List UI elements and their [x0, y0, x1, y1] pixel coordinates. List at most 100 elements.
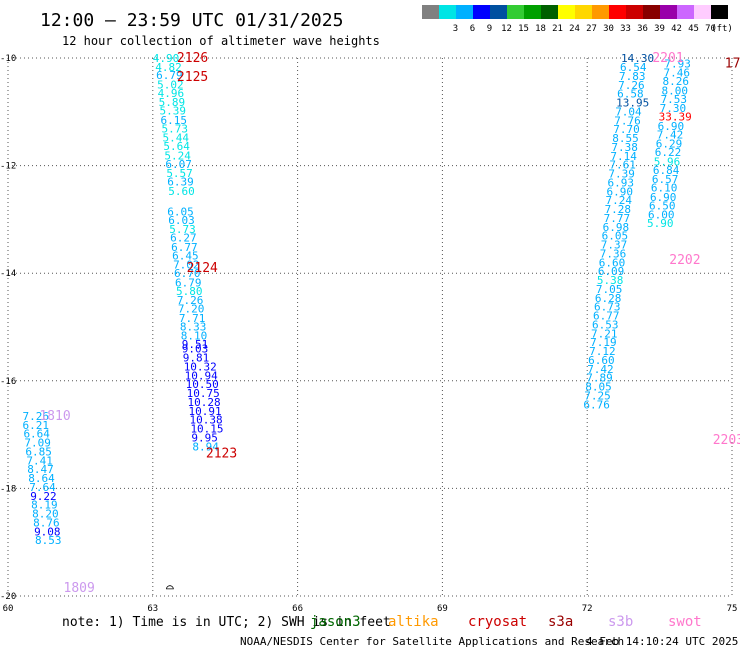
swh-reading: 7.21 [591, 327, 618, 340]
satellite-name: s3a [548, 614, 573, 630]
swh-reading: 5.96 [654, 155, 681, 168]
pass-label: 17 [725, 56, 740, 71]
gridlines [7, 57, 733, 597]
chart-title: 12:00 — 23:59 UTC 01/31/2025 [40, 10, 343, 31]
legend-tick-label: 6 [470, 24, 475, 34]
swh-reading: 7.09 [24, 437, 51, 450]
legend-unit: (ft) [711, 24, 733, 34]
swh-reading: 7.36 [600, 247, 627, 260]
swh-reading: 5.64 [163, 140, 190, 153]
swh-reading: 5.44 [162, 132, 189, 145]
swh-reading: 9.51 [182, 338, 209, 351]
swh-reading: 10.15 [190, 423, 223, 436]
pass-label: 1810 [39, 409, 70, 424]
swh-reading: 10.32 [184, 360, 217, 373]
swh-reading: 10.75 [187, 387, 220, 400]
swh-reading: 6.07 [165, 158, 192, 171]
satellite-name: swot [668, 614, 702, 630]
legend-tick-label: 39 [654, 24, 665, 34]
swh-reading: 6.21 [22, 419, 49, 432]
swh-reading: 6.00 [648, 209, 675, 222]
swh-reading: 7.26 [618, 79, 645, 92]
swh-reading: 6.50 [649, 199, 676, 212]
pass-label: 2125 [177, 70, 208, 85]
swh-reading: 7.39 [608, 168, 635, 181]
swh-reading: 5.73 [169, 223, 196, 236]
swh-reading: 7.38 [611, 141, 638, 154]
pass-label: 2203 [713, 433, 740, 448]
satellite-name: s3b [608, 614, 633, 630]
swh-reading: 6.03 [168, 214, 195, 227]
legend-tick-label: 45 [688, 24, 699, 34]
pass-label: 1809 [64, 581, 95, 596]
swh-reading: 8.64 [28, 472, 55, 485]
legend-swatch [660, 5, 677, 19]
legend-swatch [507, 5, 524, 19]
legend-swatch [609, 5, 626, 19]
swh-reading: 5.38 [597, 274, 624, 287]
swh-reading: 5.89 [159, 96, 186, 109]
swh-reading: 6.39 [167, 176, 194, 189]
pass-label: 2202 [669, 253, 700, 268]
swh-reading: 6.70 [174, 267, 201, 280]
swh-reading: 7.89 [586, 372, 613, 385]
legend-swatch [575, 5, 592, 19]
swh-reading: 7.26 [22, 410, 49, 423]
swh-reading: 6.28 [595, 292, 622, 305]
legend-tick-label: 24 [569, 24, 580, 34]
swh-reading: 6.73 [594, 301, 621, 314]
swh-reading: 9.03 [182, 343, 209, 356]
x-tick-label: 72 [582, 604, 593, 614]
swh-reading: 14.30 [621, 52, 654, 65]
x-tick-label: 75 [727, 604, 738, 614]
legend-swatch [422, 5, 439, 19]
swh-reading: 7.71 [179, 312, 206, 325]
pass-label: 2123 [206, 446, 237, 461]
swh-reading: 13.95 [616, 97, 649, 110]
satellite-legend: jason3 altika cryosat s3a s3b swot [310, 614, 702, 630]
swh-reading: 9.95 [191, 431, 218, 444]
swh-reading: 6.53 [592, 318, 619, 331]
satellite-name: altika [388, 614, 439, 630]
y-tick-label: -16 [0, 377, 16, 387]
swh-reading: 7.19 [590, 336, 617, 349]
x-tick-label: 60 [3, 604, 14, 614]
legend-swatch [490, 5, 507, 19]
legend-tick-label: 70 [705, 24, 716, 34]
swh-reading: 7.26 [177, 294, 204, 307]
swh-reading: 7.25 [584, 389, 611, 402]
swh-reading: 6.57 [652, 173, 679, 186]
swh-reading: 6.64 [23, 428, 50, 441]
swh-reading: 7.77 [604, 212, 631, 225]
legend-tick-label: 21 [552, 24, 563, 34]
swh-reading: 7.53 [661, 93, 688, 106]
swh-reading: 4.90 [153, 52, 180, 65]
legend-tick-label: 18 [535, 24, 546, 34]
axis-tick-labels: 60 63 66 69 72 75 -10 -12 -14 -16 -18 -20 [0, 54, 737, 614]
legend-swatch [439, 5, 456, 19]
y-tick-label: -14 [0, 269, 16, 279]
swh-reading: 10.38 [189, 414, 222, 427]
swh-reading: 7.64 [29, 481, 56, 494]
footer-credit: NOAA/NESDIS Center for Satellite Applica… [240, 635, 624, 648]
swh-reading: 6.60 [599, 256, 626, 269]
swh-reading: 10.28 [188, 396, 221, 409]
island-mark: ⌓ [166, 581, 174, 596]
y-tick-label: -18 [0, 484, 16, 494]
swh-reading: 7.93 [664, 57, 691, 70]
swh-reading: 8.19 [31, 499, 58, 512]
swh-reading: 5.80 [176, 285, 203, 298]
swh-reading: 6.27 [170, 232, 197, 245]
swh-reading: 6.79 [156, 69, 183, 82]
swh-reading: 8.47 [27, 463, 54, 476]
legend-tick-label: 12 [501, 24, 512, 34]
legend-swatch [524, 5, 541, 19]
swh-reading: 7.70 [613, 123, 640, 136]
swh-reading: 7.41 [26, 454, 52, 467]
legend-swatch [711, 5, 728, 19]
satellite-name: cryosat [468, 614, 527, 630]
y-tick-label: -20 [0, 592, 16, 602]
swh-reading: 10.50 [186, 378, 219, 391]
swh-reading: 5.57 [166, 167, 193, 180]
